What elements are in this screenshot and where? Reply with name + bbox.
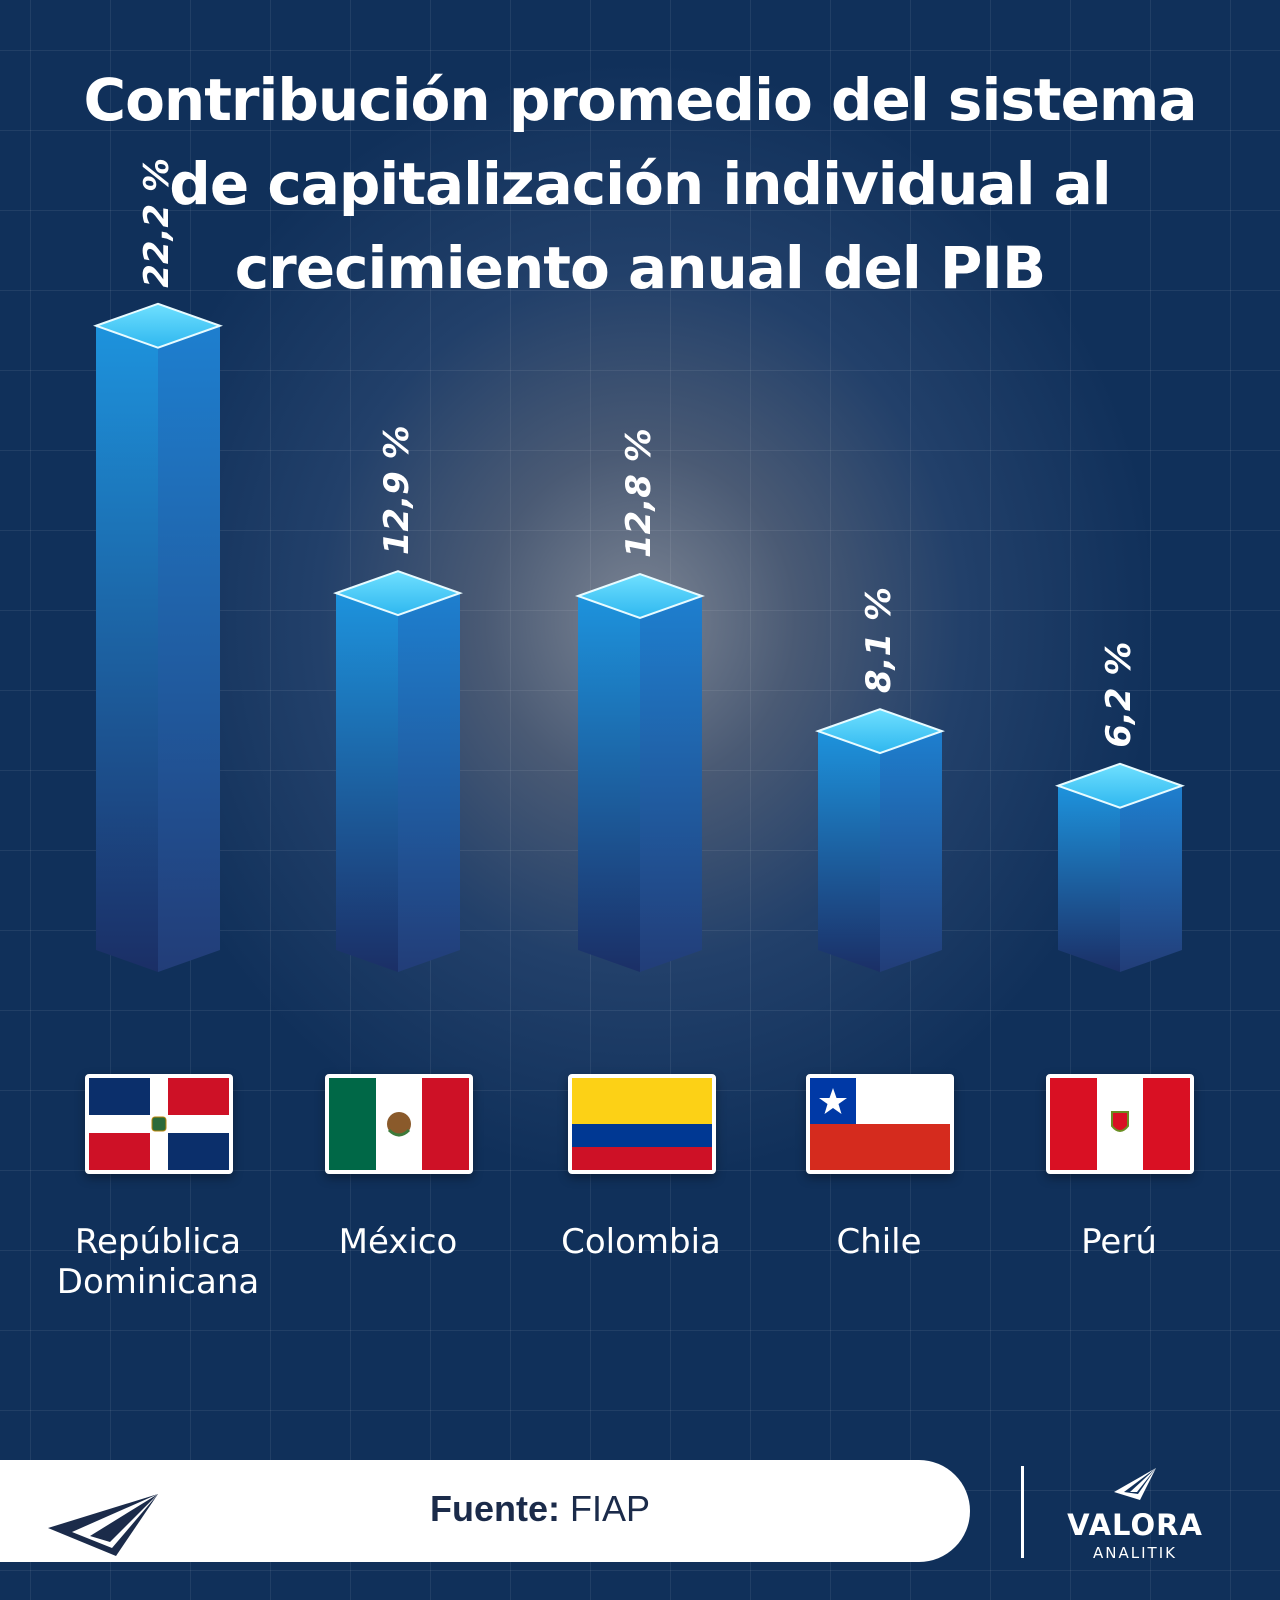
chile-flag-icon (806, 1074, 954, 1174)
bar-left-face (336, 593, 398, 972)
value-label-3: 8,1 % (859, 587, 899, 693)
mexico-flag-icon-graphic (329, 1078, 469, 1170)
chile-flag-icon-graphic (810, 1078, 950, 1170)
valora-brand-logo-icon (1114, 1468, 1156, 1500)
colombia-flag-icon-graphic (572, 1078, 712, 1170)
peru-flag-icon-graphic (1050, 1078, 1190, 1170)
value-label-2: 12,8 % (619, 428, 659, 558)
bar-top-face (333, 570, 463, 617)
bar-4 (1055, 762, 1185, 972)
country-label: México (338, 1222, 458, 1262)
bar-2 (575, 572, 705, 972)
bar-right-face (158, 325, 220, 972)
dominican-republic-flag-icon (85, 1074, 233, 1174)
bar-right-face (398, 593, 460, 972)
footer-bar (0, 1460, 970, 1562)
peru-flag-icon (1046, 1074, 1194, 1174)
bar-left-face (578, 596, 640, 972)
source-note: Fuente: FIAP (340, 1488, 740, 1530)
bar-3 (815, 708, 945, 972)
bar-right-face (880, 731, 942, 972)
brand-subtitle: ANALITIK (1093, 1544, 1177, 1562)
footer-divider (1021, 1466, 1024, 1558)
country-label: Perú (1081, 1222, 1157, 1262)
colombia-flag-icon (568, 1074, 716, 1174)
valora-brand: VALORA ANALITIK (1060, 1464, 1210, 1574)
bar-top-face (575, 572, 705, 620)
source-label: Fuente: (429, 1488, 560, 1529)
chart-title: Contribución promedio del sistema de cap… (83, 66, 1198, 302)
value-label-1: 12,9 % (377, 425, 417, 555)
bar-top-face (93, 302, 223, 349)
bar-left-face (96, 325, 158, 972)
dominican-republic-flag-icon-graphic (89, 1078, 229, 1170)
bar-0 (93, 302, 223, 972)
source-value: FIAP (570, 1488, 651, 1529)
country-label: Colombia (561, 1222, 721, 1262)
country-label: Chile (836, 1222, 922, 1262)
country-label: República Dominicana (56, 1222, 260, 1302)
bar-top-face (815, 708, 945, 755)
value-label-4: 6,2 % (1099, 642, 1139, 748)
mexico-flag-icon (325, 1074, 473, 1174)
bar-1 (333, 570, 463, 972)
bar-right-face (640, 596, 702, 972)
bar-top-face (1055, 762, 1185, 809)
valora-logo-icon (48, 1494, 158, 1556)
bar-left-face (1058, 785, 1120, 972)
value-label-0: 22,2 % (137, 158, 177, 288)
bar-left-face (818, 731, 880, 972)
brand-name: VALORA (1067, 1508, 1203, 1542)
bar-right-face (1120, 785, 1182, 972)
